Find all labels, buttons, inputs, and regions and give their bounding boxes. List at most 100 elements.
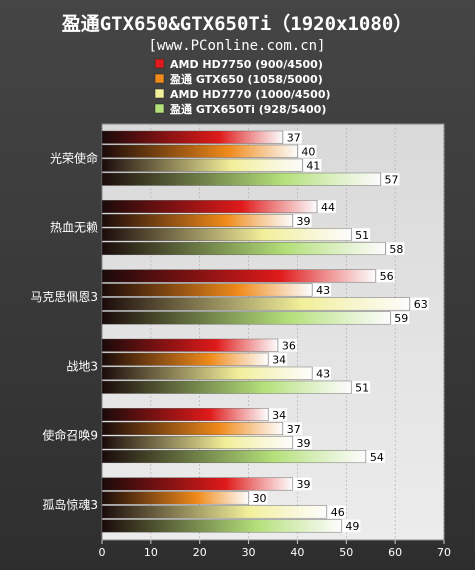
data-label-bg: [381, 173, 400, 186]
bar: [101, 380, 352, 394]
data-label: 57: [384, 174, 398, 187]
data-label-bg: [391, 311, 410, 325]
legend-label: AMD HD7770 (1000/4500): [170, 88, 331, 101]
data-label-bg: [376, 269, 395, 283]
gridlines: [150, 124, 445, 540]
bar: [101, 408, 269, 422]
legend-swatch: [154, 88, 165, 99]
data-label-bg: [269, 408, 288, 421]
bar: [101, 422, 283, 436]
chart-title: 盈通GTX650&GTX650Ti（1920x1080）: [61, 12, 413, 35]
legend-swatch: [154, 73, 165, 84]
data-label-bg: [293, 477, 312, 491]
data-label: 49: [345, 520, 359, 533]
bar: [101, 366, 313, 380]
data-label: 58: [389, 243, 403, 256]
data-label-bg: [283, 422, 302, 435]
legend-label: 盈通 GTX650 (1058/5000): [169, 73, 323, 86]
category-label: 战地3: [66, 359, 98, 373]
data-label: 51: [355, 382, 369, 395]
data-label-bg: [352, 228, 371, 241]
data-label-bg: [313, 283, 332, 297]
data-label: 40: [301, 146, 315, 159]
category-label: 马克思佩恩3: [30, 290, 98, 304]
chart-subtitle: [www.PConline.com.cn]: [148, 38, 325, 54]
data-label: 51: [355, 229, 369, 242]
x-tick-label: 0: [99, 546, 106, 559]
bar: [101, 158, 303, 172]
data-label: 30: [253, 492, 267, 505]
bar: [101, 214, 293, 228]
bar: [101, 144, 298, 158]
data-label-bg: [313, 367, 332, 380]
data-label: 39: [297, 215, 311, 228]
legend-label: AMD HD7750 (900/4500): [170, 58, 323, 71]
data-label: 37: [287, 132, 301, 145]
data-label: 59: [394, 312, 408, 325]
legend-label: 盈通 GTX650Ti (928/5400): [169, 103, 326, 116]
data-label: 39: [297, 478, 311, 491]
bar: [101, 297, 410, 311]
data-label: 39: [297, 437, 311, 450]
data-label: 34: [272, 409, 286, 422]
data-label-bg: [342, 519, 361, 533]
bar: [101, 228, 352, 242]
bars: [101, 130, 410, 533]
data-label-bg: [283, 131, 302, 144]
bar: [101, 269, 376, 283]
data-label-bg: [298, 145, 317, 158]
data-labels: 3740415744395158564363593634435134373954…: [249, 131, 429, 533]
bar: [101, 519, 342, 533]
bar: [101, 283, 313, 297]
data-label: 44: [321, 201, 335, 214]
category-label: 使命召唤9: [42, 428, 98, 443]
data-label-bg: [293, 214, 312, 227]
data-label: 41: [306, 160, 320, 173]
x-tick-label: 40: [290, 546, 304, 559]
bar: [101, 130, 283, 144]
category-label: 热血无赖: [50, 221, 98, 235]
bar: [101, 352, 269, 366]
data-label: 43: [316, 368, 330, 381]
bar: [101, 172, 381, 186]
data-label: 34: [272, 354, 286, 367]
category-label: 孤岛惊魂3: [42, 497, 98, 512]
data-label-bg: [410, 297, 429, 311]
data-label-bg: [269, 353, 288, 366]
data-label-bg: [366, 450, 385, 463]
data-label-bg: [386, 242, 405, 255]
data-label-bg: [317, 200, 336, 213]
data-label: 36: [282, 340, 296, 353]
bar: [101, 200, 318, 214]
legend-swatch: [154, 103, 165, 114]
x-tick-label: 10: [144, 546, 158, 559]
bar: [101, 311, 391, 325]
x-tick-label: 60: [388, 546, 402, 559]
legend-swatch: [154, 58, 165, 69]
data-label: 54: [370, 451, 384, 464]
data-label-bg: [249, 491, 268, 505]
data-label: 43: [316, 284, 330, 297]
bar: [101, 491, 249, 505]
data-label-bg: [278, 339, 297, 352]
data-label-bg: [293, 436, 312, 449]
data-label: 63: [414, 298, 428, 311]
data-label-bg: [303, 159, 322, 172]
data-label: 46: [331, 506, 345, 519]
data-label-bg: [352, 381, 371, 394]
x-tick-label: 70: [437, 546, 451, 559]
bar: [101, 436, 293, 450]
bar: [101, 338, 279, 352]
category-label: 光荣使命: [50, 150, 98, 165]
x-tick-label: 20: [193, 546, 207, 559]
x-tick-label: 30: [242, 546, 256, 559]
bar: [101, 477, 293, 491]
data-label: 37: [287, 423, 301, 436]
data-label: 56: [380, 270, 394, 283]
data-label-bg: [327, 505, 346, 519]
plot-area: [101, 123, 445, 541]
x-axis-ticks: 0 10 20 30 40 50 60 70: [99, 540, 451, 559]
